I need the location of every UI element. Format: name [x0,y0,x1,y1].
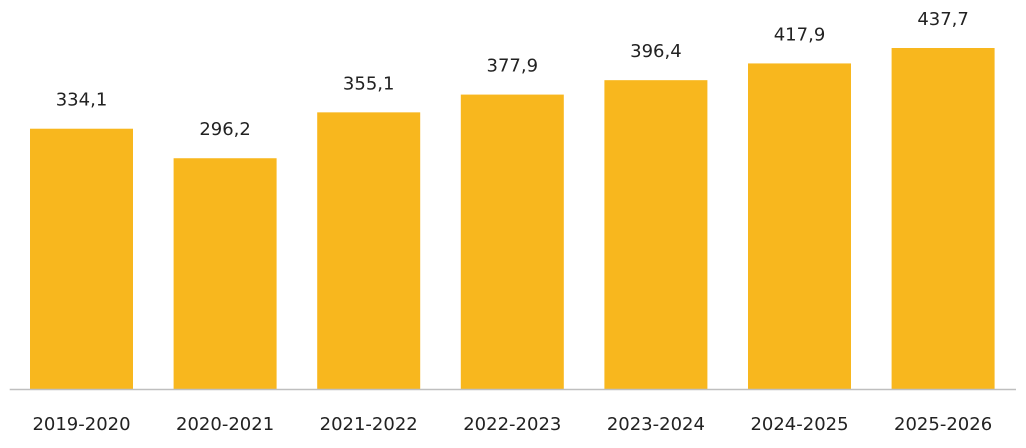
x-tick-label: 2021-2022 [320,414,418,435]
value-label: 334,1 [56,90,108,111]
bar [604,80,708,389]
value-label: 377,9 [487,56,539,77]
bar [30,128,133,389]
bar [460,94,564,389]
x-tick-label: 2023-2024 [607,414,705,435]
bar [891,48,995,389]
value-label: 417,9 [774,24,826,45]
value-label: 437,7 [917,9,969,30]
x-tick-label: 2025-2026 [894,414,992,435]
x-tick-label: 2024-2025 [750,414,848,435]
x-tick-label: 2022-2023 [463,414,561,435]
x-tick-label: 2020-2021 [176,414,274,435]
x-tick-label: 2019-2020 [32,414,130,435]
bar [317,112,421,389]
value-label: 396,4 [630,41,682,62]
bar [173,158,277,389]
value-label: 355,1 [343,73,395,94]
bar [748,63,851,390]
value-label: 296,2 [199,119,251,140]
